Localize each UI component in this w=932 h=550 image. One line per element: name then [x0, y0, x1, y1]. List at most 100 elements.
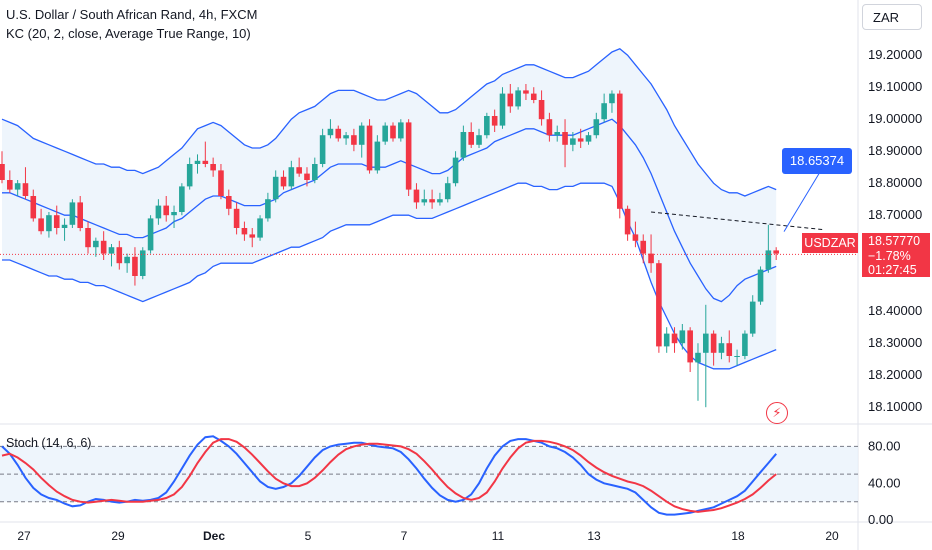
- candle-body: [554, 132, 561, 136]
- candle-body: [601, 103, 607, 120]
- trendline-price-callout: 18.65374: [782, 148, 852, 174]
- keltner-middle-line: [2, 118, 777, 303]
- currency-button[interactable]: ZAR: [862, 4, 922, 30]
- candle-body: [85, 228, 91, 248]
- candle-body: [656, 263, 662, 347]
- price-tick-label: 18.30000: [868, 335, 922, 350]
- candle-body: [687, 330, 693, 363]
- candle-body: [100, 240, 107, 254]
- candle-body: [93, 240, 99, 248]
- stoch-d-line: [1, 438, 777, 513]
- candle-body: [218, 170, 224, 196]
- candle-body: [241, 228, 248, 235]
- candle-body: [562, 132, 568, 145]
- time-tick-label: 27: [17, 529, 31, 543]
- keltner-lower-line: [2, 182, 777, 370]
- keltner-fill: [2, 48, 777, 369]
- candle-body: [523, 90, 529, 94]
- candle-body: [327, 128, 334, 136]
- stoch-tick-label: 40.00: [868, 475, 901, 490]
- candle-body: [468, 132, 474, 145]
- candle-body: [202, 160, 209, 164]
- candle-body: [358, 125, 365, 145]
- candle-body: [515, 90, 521, 107]
- candle-body: [69, 202, 76, 225]
- candle-body: [194, 160, 201, 164]
- candle-body: [7, 180, 13, 190]
- price-tick-label: 18.80000: [868, 175, 922, 190]
- candle-body: [757, 269, 764, 302]
- time-tick-label: 5: [305, 529, 312, 543]
- candle-body: [577, 138, 584, 142]
- flash-icon[interactable]: ⚡: [766, 402, 788, 424]
- candle-body: [507, 93, 514, 107]
- candle-body: [695, 352, 701, 363]
- candle-body: [272, 176, 279, 200]
- candle-body: [265, 199, 271, 219]
- candle-body: [77, 202, 83, 228]
- price-tick-label: 19.10000: [868, 79, 922, 94]
- candle-body: [116, 247, 123, 264]
- candle-body: [726, 343, 733, 356]
- candle-body: [14, 183, 21, 190]
- candle-body: [124, 256, 130, 264]
- trendline: [651, 211, 824, 231]
- candle-body: [288, 167, 295, 187]
- price-tick-label: 18.10000: [868, 399, 922, 414]
- candle-body: [38, 218, 44, 232]
- candle-body: [46, 215, 52, 232]
- price-tick-label: 18.40000: [868, 303, 922, 318]
- time-tick-label: 18: [731, 529, 745, 543]
- candle-body: [585, 135, 592, 142]
- candle-body: [437, 199, 443, 203]
- candle-body: [679, 330, 686, 344]
- bar-countdown: 01:27:45: [868, 263, 917, 277]
- time-tick-label: 13: [587, 529, 601, 543]
- price-tick-label: 18.20000: [868, 367, 922, 382]
- candle-body: [765, 250, 772, 270]
- candle-body: [225, 196, 232, 209]
- candle-body: [139, 250, 146, 276]
- keltner-legend[interactable]: KC (20, 2, close, Average True Range, 10…: [6, 26, 251, 41]
- candle-body: [335, 128, 342, 139]
- candle-body: [749, 301, 756, 334]
- time-tick-label: 29: [111, 529, 125, 543]
- time-tick-label: 11: [492, 529, 505, 543]
- time-tick-label: 7: [401, 529, 408, 543]
- stoch-tick-label: 0.00: [868, 512, 893, 527]
- candle-body: [257, 218, 263, 238]
- candle-body: [319, 135, 326, 164]
- price-tick-label: 19.00000: [868, 111, 922, 126]
- candle-body: [429, 199, 435, 203]
- price-pane: [0, 48, 858, 408]
- price-change: −1.78%: [868, 248, 911, 263]
- candle-body: [53, 215, 60, 228]
- candle-body: [734, 356, 740, 357]
- candle-body: [444, 183, 451, 200]
- candle-body: [30, 196, 37, 219]
- candle-body: [296, 167, 302, 174]
- candle-body: [210, 164, 216, 171]
- candle-body: [0, 164, 5, 180]
- stoch-legend[interactable]: Stoch (14, 6, 6): [6, 436, 92, 450]
- candle-body: [421, 199, 428, 203]
- chart-title: U.S. Dollar / South African Rand, 4h, FX…: [6, 7, 258, 22]
- candle-body: [538, 100, 545, 120]
- keltner-upper-line: [1, 48, 777, 197]
- candle-body: [476, 135, 482, 145]
- candle-body: [171, 212, 177, 216]
- candle-body: [108, 247, 115, 254]
- candle-body: [648, 253, 654, 264]
- candle-body: [398, 122, 404, 139]
- candle-body: [616, 93, 623, 209]
- candle-body: [61, 224, 68, 228]
- candle-body: [280, 176, 287, 187]
- candle-body: [22, 183, 29, 196]
- price-tick-label: 19.20000: [868, 47, 922, 62]
- candle-body: [312, 164, 318, 180]
- candle-body: [452, 157, 459, 184]
- candle-body: [460, 132, 467, 158]
- candle-body: [351, 135, 357, 145]
- candle-body: [663, 333, 670, 347]
